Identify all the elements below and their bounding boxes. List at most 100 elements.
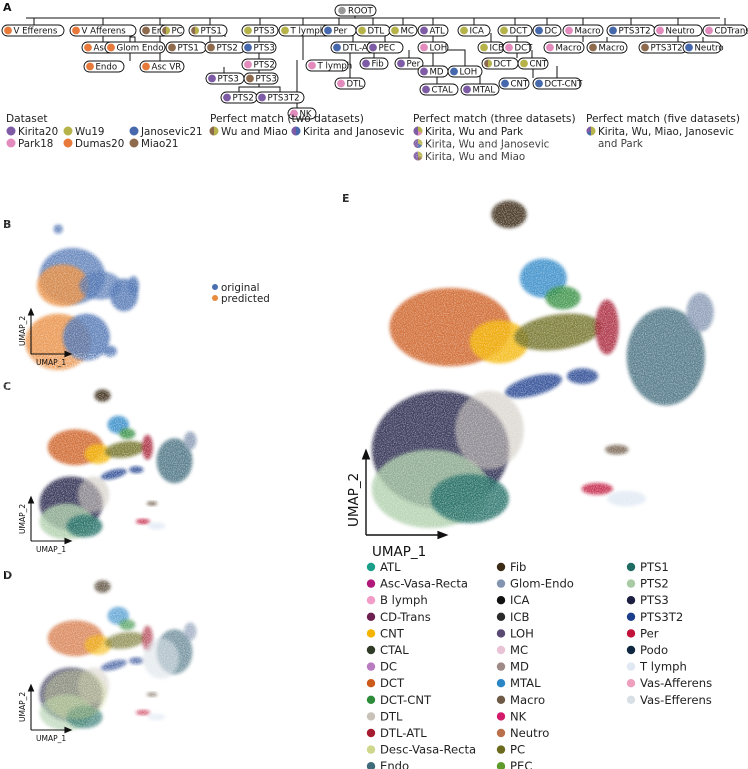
tree-node: PC — [159, 24, 185, 37]
tree-node-label: ICA — [470, 27, 485, 37]
tree-node-label: Neutro — [666, 27, 695, 37]
tree-node-label: CDTrans — [715, 27, 748, 37]
cell-type-marker — [366, 712, 376, 721]
cell-type-legend-item: DCT-CNT — [366, 693, 432, 707]
cell-type-legend-item: Desc-Vasa-Recta — [366, 743, 476, 757]
panel-label-a: A — [3, 1, 12, 14]
cell-type-marker — [626, 679, 636, 688]
tree-node: PTS3 — [205, 72, 245, 85]
cell-type-legend-item: PTS3T2 — [626, 610, 683, 624]
tree-node: T lymph — [305, 59, 353, 72]
panel-label-b: B — [3, 218, 11, 231]
tree-edges — [26, 14, 726, 108]
cell-type-legend-item: MC — [496, 643, 528, 657]
tree-node-label: PTS3 — [218, 75, 239, 85]
tree-node: DC — [532, 24, 562, 37]
cell-type-marker — [496, 562, 506, 572]
cell-type-legend-item: MD — [496, 660, 529, 674]
cell-type-legend-item: CD-Trans — [366, 610, 431, 624]
panel-label-c: C — [3, 380, 11, 393]
cell-type-legend-item: DC — [366, 660, 397, 674]
cell-type-legend-item: Asc-Vasa-Recta — [366, 577, 468, 591]
tree-node-label: T lymph — [317, 62, 353, 72]
cell-type-label: Podo — [640, 643, 668, 657]
tree-node-label: PEC — [379, 44, 396, 54]
cell-type-legend-item: Per — [626, 626, 659, 640]
cell-type-legend-item: PEC — [496, 759, 532, 769]
tree-node-label: DTL-ATL — [343, 44, 378, 54]
tree-node: PTS3 — [243, 72, 279, 85]
cell-type-marker — [496, 712, 506, 721]
cell-type-label: CNT — [380, 626, 405, 640]
tree-node-label: PTS3 — [254, 27, 275, 37]
cell-type-marker — [366, 579, 376, 588]
cell-type-legend-item: PTS1 — [626, 560, 669, 574]
tree-node: ATL — [417, 24, 449, 37]
tree-node-label: PTS3T2 — [268, 94, 300, 104]
cell-type-label: Vas-Afferens — [640, 676, 712, 690]
umap-texture — [20, 205, 228, 395]
umap-c-plot — [25, 372, 225, 554]
cell-type-label: DCT — [380, 676, 405, 690]
cell-type-tree: ROOT V Efferens V Afferens Endo PC PTS1 PTS3 T … — [1, 4, 748, 120]
tree-node: CNT — [517, 57, 549, 70]
cell-type-legend-item: Macro — [496, 693, 545, 707]
cell-type-label: DCT-CNT — [380, 693, 432, 707]
cell-type-label: DTL-ATL — [380, 726, 427, 740]
tree-node-label: PTS3T2 — [619, 27, 651, 37]
umap-d-plot — [25, 563, 225, 745]
cell-type-label: ICB — [510, 610, 530, 624]
original-label: original — [221, 282, 260, 294]
tree-node-label: Asc VR — [152, 63, 182, 73]
three-dataset-title: Perfect match (three datasets) — [413, 113, 576, 125]
cell-type-label: ATL — [380, 560, 401, 574]
tree-node: Per — [321, 24, 357, 37]
cell-type-label: MTAL — [510, 676, 541, 690]
dataset-label: Park18 — [18, 138, 53, 150]
tree-node: Endo — [83, 60, 125, 73]
cell-type-marker — [626, 645, 636, 655]
dataset-label: Dumas20 — [75, 138, 124, 150]
cell-type-marker — [366, 662, 376, 671]
cell-type-legend-item: Vas-Efferens — [626, 693, 712, 707]
tree-node-label: PTS2 — [217, 44, 238, 54]
tree-node: V Afferens — [69, 24, 137, 37]
cell-type-label: Per — [640, 626, 659, 640]
cell-type-label: Macro — [510, 693, 545, 707]
cell-type-marker — [366, 679, 376, 688]
umap-b-y-label: UMAP_2 — [18, 316, 27, 346]
cell-type-label: B lymph — [380, 593, 428, 607]
cell-type-label: Fib — [510, 560, 526, 574]
tree-node: PTS3 — [241, 41, 277, 54]
dataset-marker — [63, 126, 73, 136]
tree-node-label: PTS3T2 — [651, 44, 683, 54]
cell-type-label: CTAL — [380, 643, 409, 657]
tree-node: PTS2 — [241, 58, 277, 71]
tree-node-label: PTS2 — [254, 61, 275, 71]
cell-type-label: DC — [380, 660, 397, 674]
cell-type-marker — [496, 745, 506, 754]
cell-type-label: CD-Trans — [380, 610, 431, 624]
tree-node: DCT — [481, 57, 519, 70]
cell-type-marker — [496, 728, 506, 738]
umap-texture — [25, 372, 225, 554]
tree-node: Macro — [543, 41, 585, 54]
tree-node: LOH — [417, 41, 449, 54]
tree-node-label: PTS2 — [233, 94, 254, 104]
tree-node-label: PTS1 — [201, 27, 222, 37]
umap-b-x-label: UMAP_1 — [36, 358, 66, 367]
three-dataset-label: Kirita, Wu and Janosevic — [425, 139, 550, 151]
tree-node: PTS3T2 — [255, 91, 305, 104]
tree-node-label: T lymph — [290, 27, 326, 37]
cell-type-marker — [366, 612, 376, 621]
cell-type-marker — [366, 745, 376, 754]
original-marker — [212, 284, 218, 290]
cell-type-marker — [626, 662, 636, 671]
tree-node-label: Neutro — [695, 44, 724, 54]
cell-type-marker — [626, 596, 636, 605]
dataset-marker — [129, 138, 139, 148]
cell-type-marker — [366, 562, 376, 572]
tree-node-label: MTAL — [473, 86, 496, 96]
tree-node: PTS2 — [220, 91, 258, 104]
tree-node-label: CNT — [530, 60, 548, 70]
